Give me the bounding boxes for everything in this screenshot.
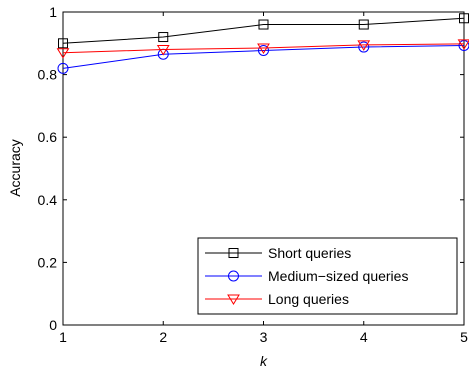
y-tick-label: 0.8 (38, 67, 58, 83)
series-line (62, 43, 465, 54)
series-3 (56, 39, 469, 59)
legend-marker (228, 248, 239, 258)
y-axis-label: Accuracy (7, 139, 23, 197)
data-point (258, 19, 269, 30)
x-tick-label: 2 (159, 329, 167, 345)
data-point (457, 39, 469, 50)
legend-label: Long queries (268, 291, 349, 307)
x-axis-label: k (260, 353, 268, 369)
data-point (257, 43, 270, 54)
data-point (458, 39, 469, 51)
legend-marker (227, 294, 240, 305)
data-point (358, 19, 369, 30)
data-point (156, 45, 170, 56)
x-axis-ticks: 1 2 3 4 5 (59, 12, 468, 345)
legend: Short queries Medium−sized queries Long qu… (197, 237, 458, 315)
x-tick-label: 3 (260, 329, 268, 345)
series-2 (57, 39, 469, 74)
data-point (158, 32, 169, 43)
data-point (56, 48, 70, 59)
x-tick-label: 1 (59, 329, 67, 345)
y-axis-ticks: 0 0.2 0.4 0.6 0.8 1 (38, 4, 464, 333)
series-layer (56, 13, 469, 74)
data-point (258, 44, 269, 56)
data-point (57, 62, 69, 74)
series-line (62, 44, 465, 69)
x-tick-label: 5 (460, 329, 468, 345)
y-tick-label: 0.4 (38, 192, 58, 208)
data-point (357, 40, 371, 51)
legend-label: Short queries (268, 245, 351, 261)
x-tick-label: 4 (360, 329, 368, 345)
y-tick-label: 1 (49, 4, 57, 20)
series-line (62, 17, 465, 44)
y-tick-label: 0 (49, 317, 57, 333)
data-point (358, 41, 370, 53)
data-point (58, 38, 68, 49)
y-tick-label: 0.2 (38, 254, 58, 270)
y-tick-label: 0.6 (38, 129, 58, 145)
legend-marker (228, 270, 239, 282)
legend-label: Medium−sized queries (268, 268, 408, 284)
